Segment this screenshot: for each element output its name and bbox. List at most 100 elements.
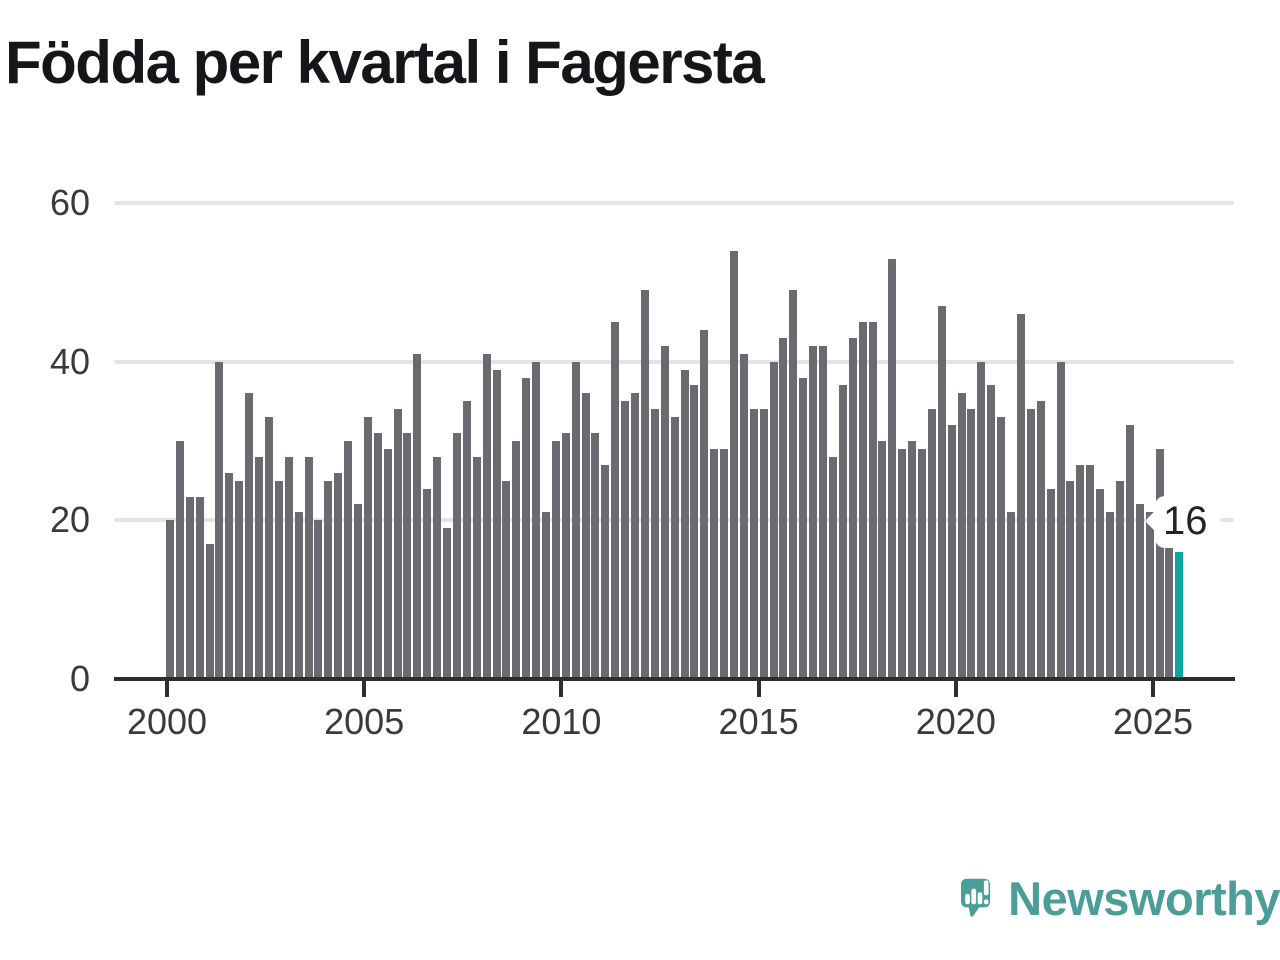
- bar: [1036, 401, 1045, 679]
- bar: [1096, 488, 1105, 679]
- bar-highlighted: [1175, 552, 1184, 679]
- chart-title: Födda per kvartal i Fagersta: [5, 29, 765, 96]
- bar: [957, 393, 966, 679]
- bar: [1046, 488, 1055, 679]
- bar: [462, 401, 471, 679]
- bar: [947, 425, 956, 679]
- y-tick-label-60: 60: [49, 182, 90, 223]
- bar: [482, 353, 491, 679]
- logo-exclamation-bar: [983, 880, 989, 896]
- bar: [522, 377, 531, 679]
- x-tick-label-2020: 2020: [915, 701, 996, 742]
- newsworthy-logo-icon: [961, 878, 991, 917]
- x-tick-label-2015: 2015: [718, 701, 799, 742]
- bar: [532, 361, 541, 679]
- bar: [1076, 464, 1085, 679]
- bar: [344, 441, 353, 679]
- bar: [1125, 425, 1134, 679]
- bar: [215, 361, 224, 679]
- bar: [472, 456, 481, 679]
- bar: [601, 464, 610, 679]
- bar: [621, 401, 630, 679]
- x-tick-2010: [559, 681, 564, 697]
- x-tick-2015: [756, 681, 761, 697]
- bar: [1066, 480, 1075, 679]
- logo-bar-medium: [977, 892, 983, 905]
- bar: [730, 250, 738, 679]
- x-tick-label-2005: 2005: [324, 701, 405, 742]
- bar: [235, 480, 244, 679]
- bar: [640, 290, 649, 679]
- bar: [274, 480, 283, 679]
- bar: [848, 337, 857, 679]
- bar: [809, 345, 818, 679]
- logo-bar-small: [965, 893, 970, 905]
- bar: [769, 361, 778, 679]
- bar: [1165, 536, 1174, 679]
- bar: [918, 448, 927, 679]
- bar: [888, 258, 897, 679]
- gridline-60: [114, 201, 1234, 205]
- x-tick-label-2025: 2025: [1112, 701, 1194, 742]
- bar: [354, 504, 362, 679]
- x-tick-label-2010: 2010: [521, 701, 602, 742]
- bar: [937, 306, 946, 679]
- y-tick-label-20: 20: [49, 499, 90, 541]
- bar: [838, 385, 847, 679]
- bar: [1145, 512, 1154, 679]
- x-tick-2025: [1151, 681, 1155, 697]
- bar: [1135, 504, 1144, 679]
- bar: [443, 528, 452, 679]
- bar: [561, 433, 570, 679]
- bar: [987, 385, 996, 679]
- bar: [898, 448, 907, 679]
- bar: [660, 345, 669, 679]
- bar: [967, 409, 976, 679]
- y-tick-label-0: 0: [69, 658, 90, 699]
- y-tick-label-40: 40: [49, 340, 90, 382]
- bar: [670, 417, 679, 679]
- bar: [1016, 314, 1025, 679]
- x-tick-label-2000: 2000: [126, 701, 208, 742]
- last-value-label: 16: [1163, 499, 1208, 543]
- bar: [739, 353, 748, 679]
- bar: [264, 417, 273, 679]
- bar: [799, 377, 808, 679]
- x-tick-2020: [953, 681, 958, 697]
- bar: [700, 329, 709, 679]
- bar: [502, 480, 511, 679]
- bar: [423, 488, 432, 679]
- bar: [611, 322, 620, 679]
- logo-exclamation-dot: [983, 899, 989, 905]
- bar: [878, 441, 887, 679]
- bar: [591, 433, 600, 679]
- bar: [294, 512, 303, 679]
- bar: [205, 544, 214, 679]
- bar: [373, 433, 382, 679]
- bar: [759, 409, 768, 679]
- bar: [720, 448, 729, 679]
- x-tick-2005: [362, 681, 367, 697]
- bar: [413, 353, 422, 679]
- last-value-callout: 16: [1155, 496, 1220, 548]
- bar: [324, 480, 333, 679]
- bar: [185, 496, 194, 679]
- bar: [789, 290, 798, 679]
- bar: [551, 441, 560, 679]
- bar: [1106, 512, 1115, 679]
- bar: [1155, 448, 1164, 679]
- bar: [868, 322, 877, 679]
- x-tick-2000: [165, 681, 169, 697]
- bar: [383, 448, 392, 679]
- bar: [571, 361, 580, 679]
- bar: [858, 322, 867, 679]
- bar: [403, 433, 412, 679]
- bar: [690, 385, 699, 679]
- bar: [393, 409, 402, 679]
- bar: [977, 361, 986, 679]
- brand-footer: Newsworthy: [960, 858, 1280, 938]
- bar: [908, 441, 917, 679]
- bar: [1007, 512, 1016, 679]
- bar: [452, 433, 461, 679]
